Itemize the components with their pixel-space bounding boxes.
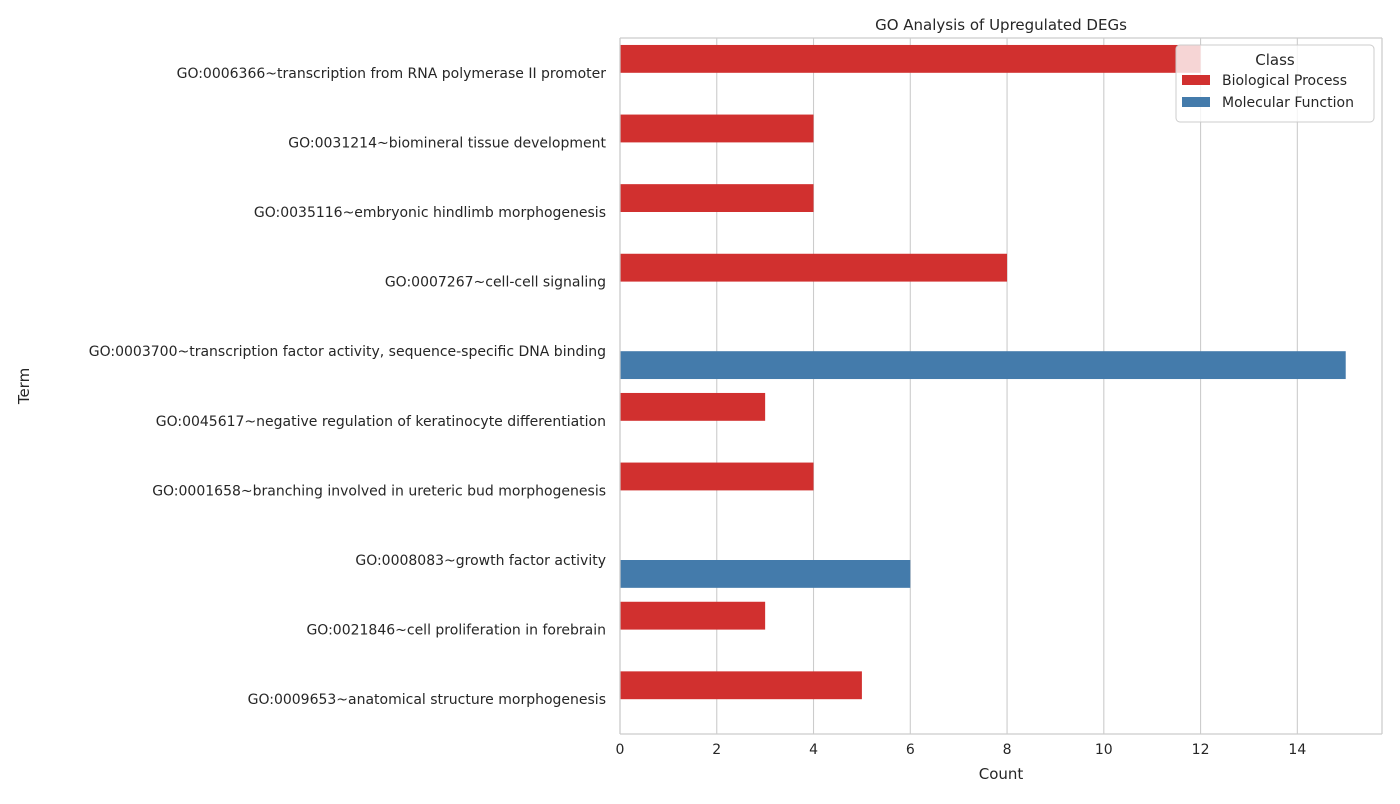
bar: [620, 392, 766, 421]
x-tick-label: 0: [616, 742, 625, 758]
y-tick-label: GO:0009653~anatomical structure morphoge…: [248, 692, 606, 708]
y-tick-label: GO:0045617~negative regulation of kerati…: [156, 414, 606, 430]
y-tick-label: GO:0008083~growth factor activity: [355, 553, 606, 569]
x-tick-label: 2: [712, 742, 721, 758]
labels-layer: 0 2 4 6 8 10 12 14 GO:0006366~transcription from…: [15, 16, 1306, 783]
x-tick-label: 14: [1288, 742, 1306, 758]
y-tick-label: GO:0003700~transcription factor activity…: [89, 344, 606, 360]
bar: [620, 114, 814, 143]
y-tick-label: GO:0001658~branching involved in ureteri…: [152, 483, 606, 499]
y-tick-label: GO:0035116~embryonic hindlimb morphogene…: [254, 205, 606, 221]
bar: [620, 671, 862, 700]
y-tick-label: GO:0031214~biomineral tissue development: [288, 135, 606, 151]
axes-layer: [619, 37, 1383, 735]
x-axis-label: Count: [979, 765, 1024, 783]
legend-label: Molecular Function: [1222, 95, 1354, 111]
x-tick-label: 12: [1192, 742, 1210, 758]
chart-title: GO Analysis of Upregulated DEGs: [875, 16, 1127, 34]
bar: [620, 184, 814, 212]
bar: [620, 44, 1201, 73]
legend-label: Biological Process: [1222, 73, 1347, 89]
legend-box: [1175, 44, 1375, 123]
y-tick-label: GO:0006366~transcription from RNA polyme…: [177, 66, 607, 82]
bar: [620, 560, 911, 588]
x-tick-label: 6: [906, 742, 915, 758]
grid-layer: [619, 38, 1298, 734]
bar: [620, 253, 1008, 282]
y-tick-label: GO:0021846~cell proliferation in forebra…: [306, 623, 606, 639]
legend-title: Class: [1255, 51, 1295, 69]
y-axis-label: Term: [15, 368, 33, 405]
y-tick-label: GO:0007267~cell-cell signaling: [385, 275, 606, 291]
legend: Class Biological Process Molecular Functio…: [1175, 44, 1375, 123]
bar: [620, 351, 1346, 380]
bar: [620, 601, 766, 630]
legend-swatch: [1182, 97, 1210, 107]
x-tick-label: 10: [1095, 742, 1113, 758]
bar: [620, 462, 814, 491]
x-tick-label: 4: [809, 742, 818, 758]
x-tick-label: 8: [1003, 742, 1012, 758]
legend-swatch: [1182, 75, 1210, 85]
bars-layer: [620, 44, 1346, 700]
